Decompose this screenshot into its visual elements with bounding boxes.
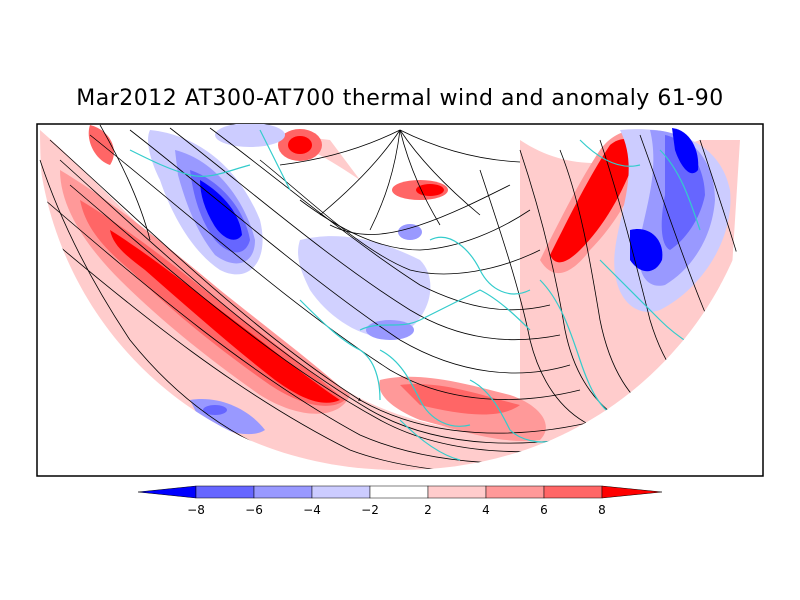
anomaly-warm-strong — [400, 384, 520, 415]
colorbar-label: −6 — [245, 503, 263, 517]
anomaly-warm-strong — [88, 125, 114, 165]
anomaly-cold-mid — [366, 320, 414, 340]
anomaly-cold-light — [215, 124, 285, 147]
colorbar: −8 −6 −4 −2 2 4 6 8 — [137, 485, 663, 517]
anomaly-warm-max — [416, 184, 444, 196]
anomaly-warm-max — [110, 230, 340, 403]
anomaly-warm-max — [288, 136, 312, 154]
colorbar-label: 2 — [424, 503, 432, 517]
colorbar-label: −2 — [361, 503, 379, 517]
colorbar-segment — [427, 485, 487, 499]
anomaly-cold-max — [672, 128, 699, 174]
colorbar-segment — [311, 485, 371, 499]
anomaly-warm-max — [550, 138, 638, 263]
anomaly-warm-strong — [80, 200, 345, 406]
anomaly-warm-light — [40, 130, 600, 470]
colorbar-label: −8 — [187, 503, 205, 517]
colorbar-label: 6 — [540, 503, 548, 517]
streamlines — [39, 124, 751, 470]
colorbar-segment — [485, 485, 545, 499]
colorbar-segment — [253, 485, 313, 499]
colorbar-segment — [369, 485, 429, 499]
anomaly-cold-mid — [398, 224, 422, 240]
colorbar-label: −4 — [303, 503, 321, 517]
colorbar-arrow-low — [137, 485, 197, 499]
anomaly-cold-max — [630, 229, 663, 272]
coastlines — [129, 129, 721, 461]
plot-title: Mar2012 AT300-AT700 thermal wind and ano… — [76, 86, 724, 111]
streamline — [49, 139, 601, 434]
anomaly-field — [40, 124, 740, 470]
anomaly-cold-strong — [203, 405, 227, 415]
colorbar-segment — [543, 485, 603, 499]
colorbar-label: 4 — [482, 503, 490, 517]
colorbar-segment — [195, 485, 255, 499]
anomaly-cold-light — [298, 236, 431, 338]
colorbar-arrow-high — [601, 485, 663, 499]
colorbar-label: 8 — [598, 503, 606, 517]
